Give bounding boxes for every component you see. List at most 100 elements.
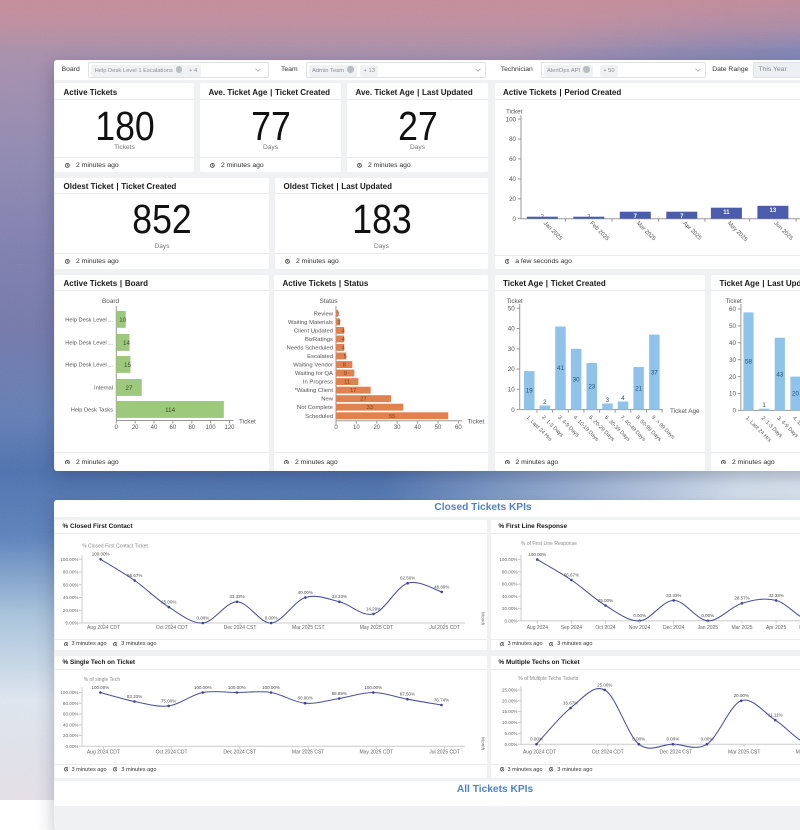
- svg-text:60.00%: 60.00%: [502, 582, 518, 587]
- svg-text:120: 120: [224, 425, 235, 431]
- svg-text:20.00%: 20.00%: [63, 608, 79, 613]
- svg-text:37: 37: [651, 369, 658, 376]
- svg-text:In Progress: In Progress: [303, 380, 333, 386]
- svg-text:60: 60: [509, 156, 516, 163]
- svg-text:100.00%: 100.00%: [60, 557, 78, 562]
- svg-text:20: 20: [373, 425, 380, 431]
- svg-text:20: 20: [132, 425, 139, 431]
- svg-text:21: 21: [635, 386, 642, 393]
- svg-text:8: 8: [343, 363, 346, 369]
- svg-text:23: 23: [588, 384, 595, 391]
- svg-text:16.67%: 16.67%: [563, 700, 578, 705]
- svg-text:100.00%: 100.00%: [194, 685, 212, 690]
- svg-text:80: 80: [188, 425, 195, 431]
- svg-text:19: 19: [526, 388, 533, 395]
- svg-text:Waiting Vendor: Waiting Vendor: [293, 363, 333, 369]
- svg-text:25.00%: 25.00%: [597, 682, 612, 687]
- svg-text:Ticket: Ticket: [507, 298, 524, 305]
- svg-text:0: 0: [732, 408, 736, 415]
- svg-text:5: 5: [344, 354, 347, 360]
- svg-text:60: 60: [170, 425, 177, 431]
- svg-text:Internal: Internal: [94, 386, 113, 392]
- svg-text:80.00%: 80.00%: [63, 570, 79, 575]
- svg-text:% Closed First Contact Ticket: % Closed First Contact Ticket: [82, 543, 148, 549]
- svg-text:80.00%: 80.00%: [63, 701, 79, 706]
- svg-text:0: 0: [513, 216, 517, 223]
- svg-text:11: 11: [723, 210, 730, 216]
- svg-text:May 2025 CDT: May 2025 CDT: [796, 749, 800, 755]
- svg-text:Help Desk Level ...: Help Desk Level ...: [65, 363, 113, 369]
- svg-text:20.00%: 20.00%: [502, 698, 518, 703]
- svg-text:20: 20: [509, 196, 516, 203]
- svg-text:1: 1: [337, 311, 340, 317]
- svg-text:0: 0: [334, 425, 338, 431]
- svg-text:100.00%: 100.00%: [262, 685, 280, 690]
- svg-text:7: 7: [634, 214, 638, 220]
- svg-text:0.00%: 0.00%: [701, 737, 714, 742]
- svg-text:83.33%: 83.33%: [127, 694, 142, 699]
- svg-text:40.00%: 40.00%: [63, 595, 79, 600]
- svg-text:% of single Tech: % of single Tech: [84, 677, 121, 683]
- svg-text:Oct 2024 CDT: Oct 2024 CDT: [156, 625, 188, 631]
- svg-text:30: 30: [729, 357, 736, 364]
- svg-text:20: 20: [508, 366, 515, 373]
- svg-text:100.00%: 100.00%: [92, 685, 110, 690]
- svg-text:4: 4: [342, 329, 346, 335]
- svg-text:20.00%: 20.00%: [63, 733, 79, 738]
- svg-text:58: 58: [745, 359, 752, 366]
- svg-text:Oct 2024 CDT: Oct 2024 CDT: [156, 749, 188, 755]
- svg-text:Scheduled: Scheduled: [305, 414, 333, 420]
- svg-text:10.00%: 10.00%: [502, 720, 518, 725]
- svg-text:60.00%: 60.00%: [63, 712, 79, 717]
- svg-text:100.00%: 100.00%: [528, 552, 546, 557]
- svg-text:Mar 2025 CST: Mar 2025 CST: [292, 625, 325, 631]
- svg-text:66.67%: 66.67%: [127, 573, 142, 578]
- svg-text:20.00%: 20.00%: [734, 693, 749, 698]
- svg-text:Review: Review: [314, 311, 334, 317]
- svg-text:% of First Line Response: % of First Line Response: [521, 541, 577, 547]
- svg-text:Month: Month: [480, 612, 486, 626]
- svg-text:Board: Board: [102, 298, 119, 305]
- svg-text:May 2025: May 2025: [726, 221, 748, 243]
- svg-text:2: 2: [541, 214, 545, 220]
- svg-text:4: 4: [342, 337, 346, 343]
- svg-text:Waiting Materials: Waiting Materials: [288, 320, 333, 326]
- svg-text:New: New: [321, 397, 334, 403]
- svg-text:Mar 2025: Mar 2025: [635, 221, 657, 243]
- svg-text:Sep 2024: Sep 2024: [561, 625, 583, 631]
- svg-text:40: 40: [151, 425, 158, 431]
- svg-text:Feb 2025: Feb 2025: [588, 221, 610, 243]
- svg-text:10: 10: [508, 387, 515, 394]
- svg-text:40: 40: [729, 340, 736, 347]
- svg-text:50: 50: [729, 323, 736, 330]
- svg-text:55: 55: [389, 414, 395, 420]
- svg-text:40: 40: [414, 425, 421, 431]
- svg-text:0.00%: 0.00%: [632, 737, 645, 742]
- svg-text:14: 14: [123, 340, 130, 347]
- svg-text:Jul 2025 CDT: Jul 2025 CDT: [429, 625, 460, 631]
- svg-text:2: 2: [543, 399, 547, 406]
- svg-text:Needs Scheduled: Needs Scheduled: [286, 346, 333, 352]
- svg-text:Client Updated: Client Updated: [294, 329, 333, 335]
- svg-text:11: 11: [344, 380, 350, 386]
- svg-text:60: 60: [729, 306, 736, 313]
- svg-text:11.11%: 11.11%: [768, 713, 783, 718]
- svg-text:33.33%: 33.33%: [229, 594, 244, 599]
- svg-text:2: 2: [587, 214, 591, 220]
- svg-text:BizRatings: BizRatings: [305, 337, 333, 343]
- svg-text:20.00%: 20.00%: [502, 606, 518, 611]
- svg-text:0.00%: 0.00%: [701, 613, 714, 618]
- svg-text:Jul 2025 CDT: Jul 2025 CDT: [429, 749, 460, 755]
- svg-text:40: 40: [508, 326, 515, 333]
- svg-text:15.00%: 15.00%: [502, 709, 518, 714]
- svg-text:0: 0: [115, 425, 119, 431]
- svg-text:Aug 2024 CDT: Aug 2024 CDT: [87, 749, 120, 755]
- svg-text:100: 100: [506, 116, 517, 123]
- svg-text:May 2025 CDT: May 2025 CDT: [359, 749, 393, 755]
- svg-text:0.00%: 0.00%: [633, 613, 646, 618]
- svg-text:10: 10: [729, 391, 736, 398]
- svg-text:33.33%: 33.33%: [666, 593, 681, 598]
- svg-text:48.89%: 48.89%: [434, 584, 449, 589]
- svg-text:Apr 2025: Apr 2025: [681, 221, 702, 242]
- svg-text:60: 60: [455, 425, 462, 431]
